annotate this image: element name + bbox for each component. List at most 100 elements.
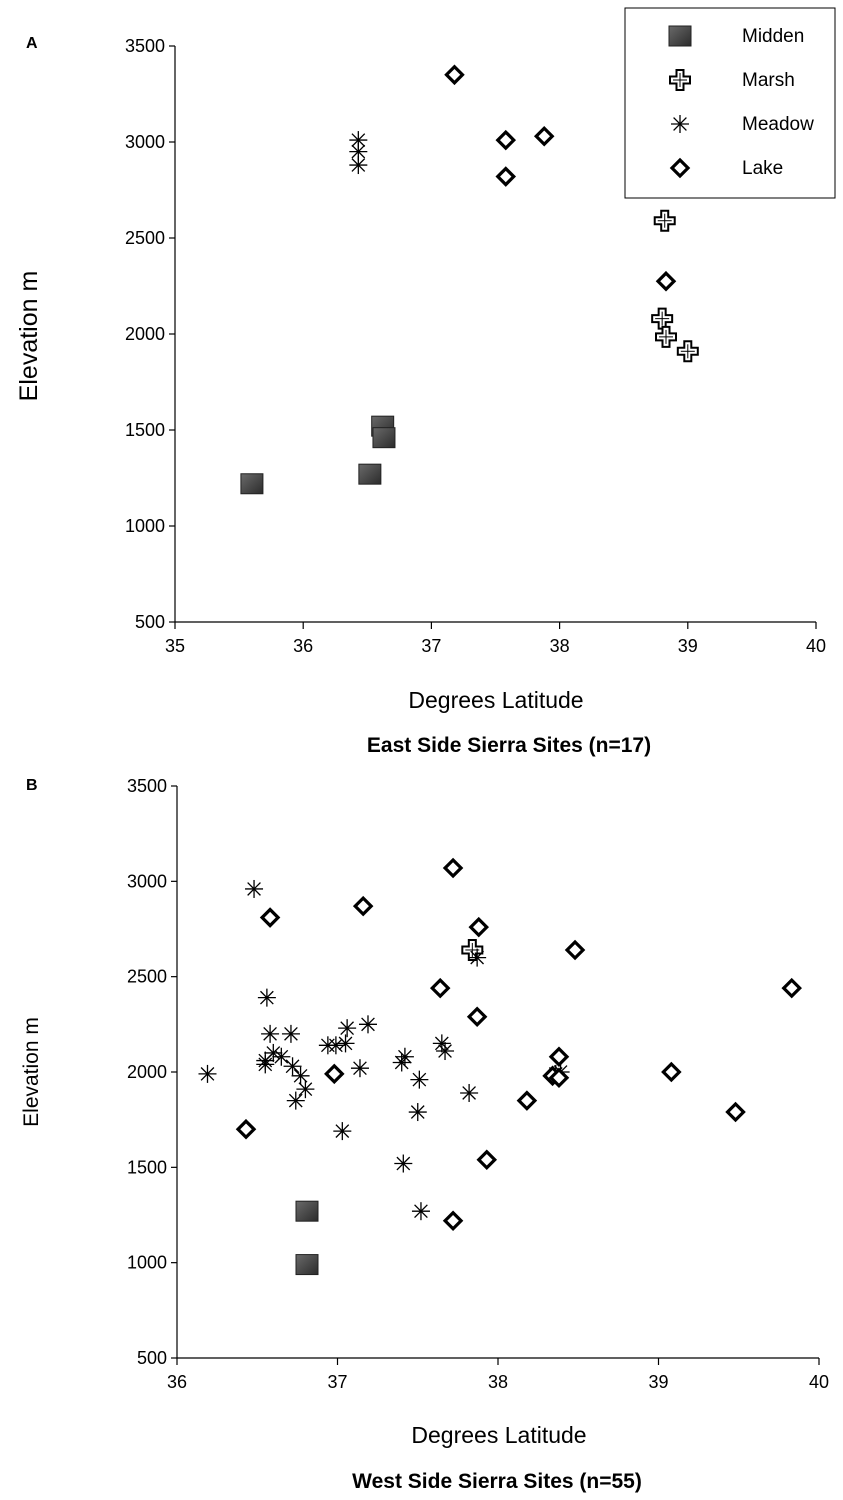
- lake-point: [661, 1061, 682, 1083]
- lake-point: [495, 166, 517, 187]
- y-tick-label: 2500: [125, 228, 165, 248]
- panel-a-legend: Midden Marsh Meadow Lake: [624, 7, 836, 199]
- panel-a-tag: A: [26, 35, 38, 52]
- meadow-point: [410, 1070, 429, 1089]
- panel-b-ylabel: Elevation m: [20, 1017, 43, 1127]
- meadow-point: [411, 1202, 430, 1221]
- x-tick-label: 36: [293, 636, 313, 656]
- legend-marker: [671, 115, 689, 133]
- y-tick-label: 1000: [127, 1253, 167, 1273]
- x-tick-label: 40: [806, 636, 826, 656]
- meadow-point: [394, 1154, 413, 1173]
- lake-point: [442, 1210, 464, 1231]
- legend-marsh-symbol: [669, 69, 691, 91]
- lake-point: [235, 1118, 257, 1140]
- legend-midden-symbol: [668, 25, 692, 47]
- lake-point: [442, 857, 464, 879]
- lake-point: [476, 1149, 498, 1170]
- legend-box: [624, 7, 836, 199]
- lake-point: [259, 907, 281, 928]
- meadow-point: [432, 1034, 451, 1053]
- lake-point: [516, 1090, 538, 1111]
- lake-point: [495, 129, 517, 151]
- y-tick-label: 1000: [125, 516, 165, 536]
- marsh-point: [676, 340, 699, 363]
- meadow-point: [336, 1034, 355, 1053]
- legend-marker: [669, 157, 691, 179]
- y-tick-label: 1500: [127, 1157, 167, 1177]
- meadow-point: [286, 1091, 305, 1110]
- meadow-point: [358, 1015, 377, 1034]
- marsh-point: [461, 938, 484, 961]
- y-tick-label: 1500: [125, 420, 165, 440]
- panel-a-plot: 500 1000 1500 2000 2500 3000 3500 35 36 37 38 39 40: [125, 36, 826, 656]
- lake-point: [444, 64, 465, 86]
- legend-lake-symbol: [669, 157, 691, 179]
- meadow-point: [460, 1083, 479, 1102]
- legend-midden-label: Midden: [742, 26, 804, 47]
- lake-point: [352, 895, 374, 917]
- midden-point: [358, 463, 382, 485]
- panel-b-tag: B: [26, 777, 38, 794]
- legend-marker: [668, 25, 692, 47]
- lake-point: [548, 1067, 570, 1088]
- legend-entry-lake: Lake: [669, 157, 783, 179]
- y-tick-label: 500: [137, 1348, 167, 1368]
- meadow-point: [350, 1059, 369, 1078]
- marsh-point: [655, 325, 678, 348]
- meadow-point: [338, 1019, 357, 1038]
- x-tick-label: 35: [165, 636, 185, 656]
- legend-entry-midden: Midden: [668, 25, 804, 47]
- meadow-point: [291, 1066, 310, 1085]
- lake-point: [466, 1006, 488, 1027]
- lake-point: [548, 1046, 570, 1068]
- meadow-point: [395, 1047, 414, 1066]
- legend-marsh-label: Marsh: [742, 70, 795, 91]
- legend-meadow-symbol: [671, 115, 689, 133]
- meadow-point: [257, 988, 276, 1007]
- meadow-point: [283, 1057, 302, 1076]
- panel-b-xlabel: Degrees Latitude: [411, 1422, 586, 1448]
- midden-point: [295, 1254, 319, 1276]
- midden-point: [372, 427, 396, 449]
- lake-point: [324, 1063, 345, 1085]
- meadow-point: [436, 1042, 455, 1061]
- x-tick-label: 39: [648, 1372, 668, 1392]
- y-tick-label: 2000: [127, 1062, 167, 1082]
- lake-point: [725, 1101, 746, 1123]
- lake-point: [781, 977, 802, 999]
- lake-point: [655, 270, 677, 292]
- lake-point: [468, 916, 490, 938]
- panel-b-plot: 500 1000 1500 2000 2500 3000 3500 36 37 38 39 40: [127, 776, 829, 1392]
- legend-entry-marsh: Marsh: [669, 69, 795, 91]
- x-tick-label: 37: [421, 636, 441, 656]
- meadow-point: [408, 1103, 427, 1122]
- meadow-point: [281, 1024, 300, 1043]
- midden-point: [240, 473, 264, 495]
- meadow-point: [272, 1047, 291, 1066]
- meadow-point: [256, 1055, 275, 1074]
- x-tick-label: 37: [327, 1372, 347, 1392]
- x-tick-label: 38: [550, 636, 570, 656]
- marsh-point: [651, 307, 674, 330]
- legend-entry-meadow: Meadow: [671, 114, 814, 135]
- panel-a-caption: East Side Sierra Sites (n=17): [367, 734, 651, 757]
- y-tick-label: 2000: [125, 324, 165, 344]
- lake-point: [533, 125, 555, 147]
- y-tick-label: 3000: [127, 871, 167, 891]
- panel-b-caption: West Side Sierra Sites (n=55): [352, 1470, 642, 1493]
- meadow-point: [349, 156, 368, 175]
- midden-point: [295, 1200, 319, 1222]
- panel-a-ylabel: Elevation m: [15, 271, 43, 402]
- legend-lake-label: Lake: [742, 158, 783, 179]
- meadow-point: [261, 1024, 280, 1043]
- x-tick-label: 38: [488, 1372, 508, 1392]
- x-tick-label: 40: [809, 1372, 829, 1392]
- lake-point: [564, 939, 586, 961]
- x-tick-label: 36: [167, 1372, 187, 1392]
- meadow-point: [245, 879, 264, 898]
- meadow-point: [198, 1064, 217, 1083]
- legend-meadow-label: Meadow: [742, 114, 814, 135]
- marsh-point: [653, 209, 676, 232]
